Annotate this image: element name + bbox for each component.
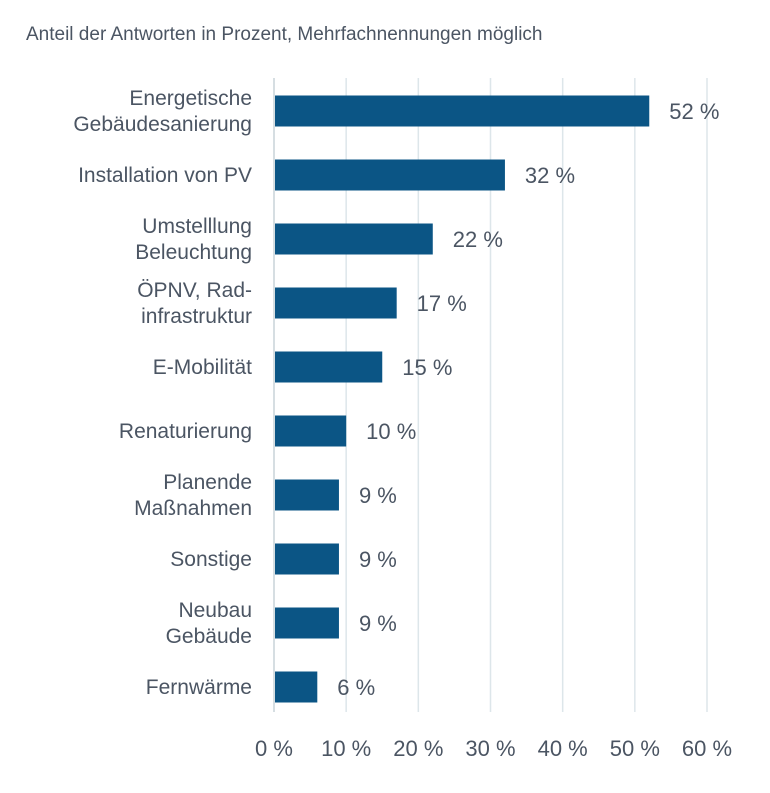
chart-subtitle: Anteil der Antworten in Prozent, Mehrfac…	[26, 24, 543, 45]
x-tick-label: 40 %	[538, 736, 588, 761]
data-label: 52 %	[669, 99, 719, 124]
bar	[275, 287, 397, 319]
category-label-line: infrastruktur	[141, 305, 252, 328]
category-label-line: Gebäudesanierung	[73, 113, 252, 136]
category-label-line: Sonstige	[170, 548, 252, 571]
category-label-line: Beleuchtung	[135, 241, 252, 264]
category-label: Energetische Gebäudesanierung	[73, 87, 252, 136]
category-label-line: Installation von PV	[78, 164, 252, 187]
data-label: 22 %	[453, 227, 503, 252]
category-label-line: Energetische	[129, 87, 252, 110]
x-tick-label: 50 %	[610, 736, 660, 761]
bar	[275, 671, 318, 703]
data-label: 9 %	[359, 611, 397, 636]
data-label: 9 %	[359, 547, 397, 572]
category-label-line: Umstelllung	[142, 215, 252, 238]
data-label: 15 %	[402, 355, 452, 380]
bar	[275, 479, 339, 511]
data-label: 10 %	[366, 419, 416, 444]
category-label: Planende Maßnahmen	[134, 471, 252, 520]
data-label: 9 %	[359, 483, 397, 508]
data-label: 6 %	[337, 675, 375, 700]
category-label: Sonstige	[170, 548, 252, 571]
x-tick-label: 0 %	[255, 736, 293, 761]
category-label: Installation von PV	[78, 164, 252, 187]
category-label: E-Mobilität	[153, 356, 252, 379]
category-label: Renaturierung	[119, 420, 252, 443]
x-tick-label: 10 %	[321, 736, 371, 761]
x-tick-label: 60 %	[682, 736, 732, 761]
category-label-line: Fernwärme	[146, 676, 252, 699]
category-label: Neubau Gebäude	[166, 599, 252, 648]
category-label-line: Renaturierung	[119, 420, 252, 443]
category-label: Umstelllung Beleuchtung	[135, 215, 252, 264]
category-label-line: Planende	[163, 471, 252, 494]
x-tick-label: 30 %	[465, 736, 515, 761]
category-label-line: ÖPNV, Rad-	[137, 279, 252, 302]
bar	[275, 223, 433, 255]
bar	[275, 159, 505, 191]
bar	[275, 415, 347, 447]
bar	[275, 607, 339, 639]
bar	[275, 95, 650, 127]
bar	[275, 351, 383, 383]
x-tick-label: 20 %	[393, 736, 443, 761]
category-label-line: Neubau	[178, 599, 252, 622]
data-label: 17 %	[417, 291, 467, 316]
category-label-line: E-Mobilität	[153, 356, 252, 379]
category-label-line: Gebäude	[166, 625, 252, 648]
bar	[275, 543, 339, 575]
category-label: ÖPNV, Rad-infrastruktur	[137, 279, 252, 328]
category-label: Fernwärme	[146, 676, 252, 699]
data-label: 32 %	[525, 163, 575, 188]
category-label-line: Maßnahmen	[134, 497, 252, 520]
